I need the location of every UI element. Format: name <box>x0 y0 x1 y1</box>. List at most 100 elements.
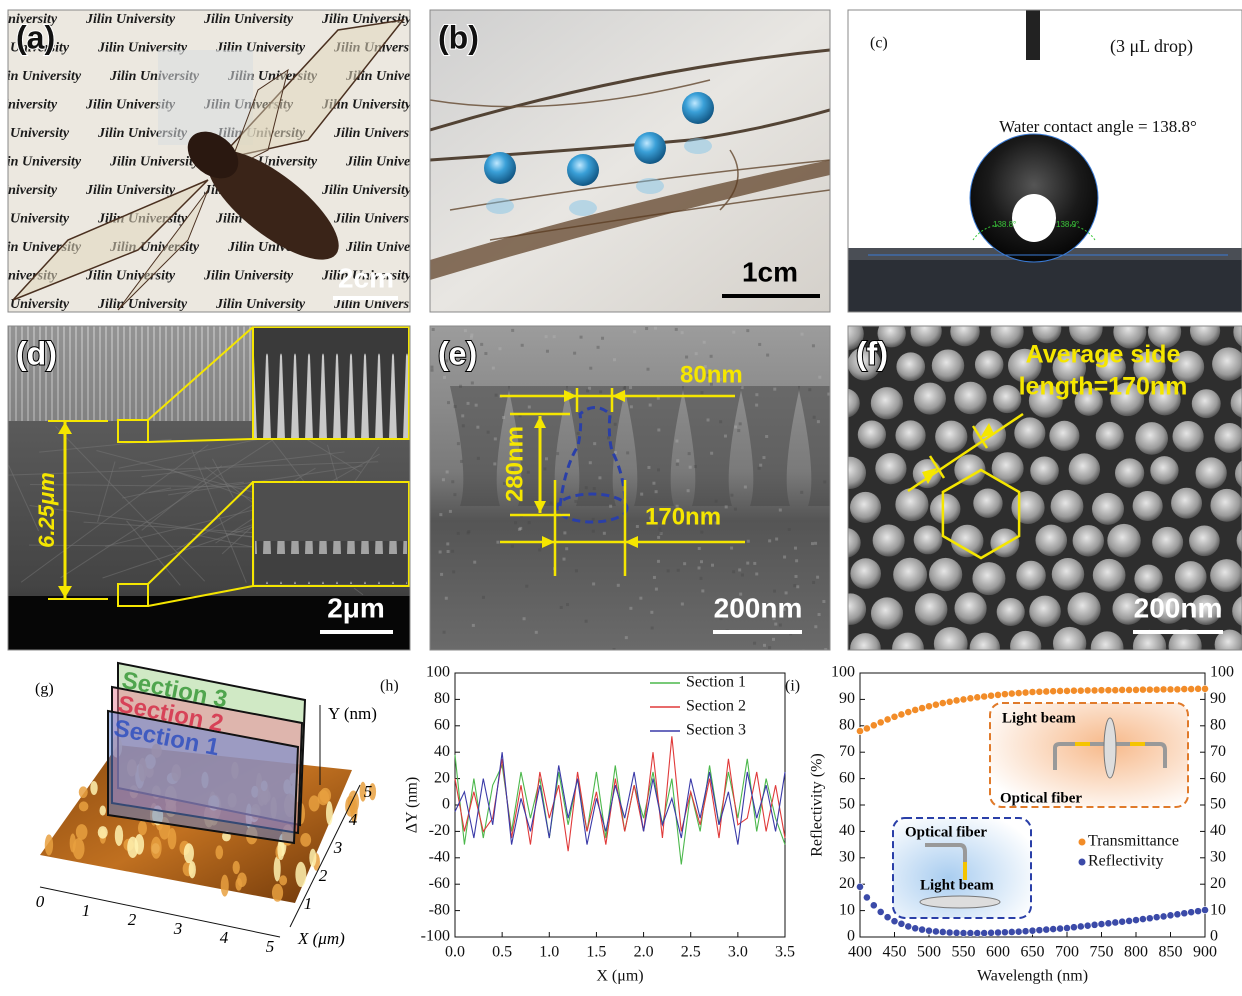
afm-peak <box>151 837 162 859</box>
y-axis-label: Reflectivity (%) <box>809 753 826 857</box>
y-tick-label: 4 <box>349 810 358 829</box>
afm-peak <box>79 801 89 811</box>
reflection <box>636 178 664 194</box>
noise <box>766 354 769 357</box>
y2-tick-label: 30 <box>1210 848 1226 865</box>
legend-label: Section 3 <box>686 722 746 739</box>
data-point <box>1036 927 1043 934</box>
noise <box>808 388 811 391</box>
dimension-label: 170nm <box>645 503 721 530</box>
noise <box>676 459 679 462</box>
nanopillar <box>972 562 1005 595</box>
x-tick-label: 800 <box>1124 944 1148 961</box>
y-tick-label: 80 <box>839 716 855 733</box>
data-point <box>1132 686 1139 693</box>
panel-label: (c) <box>870 35 888 52</box>
noise <box>563 558 566 561</box>
data-point <box>891 918 898 925</box>
noise <box>755 572 758 575</box>
noise <box>695 352 698 355</box>
data-point <box>919 705 926 712</box>
y-tick-label: 10 <box>839 901 855 918</box>
noise <box>443 631 446 634</box>
nanopillar <box>973 489 1002 518</box>
noise <box>768 646 771 649</box>
noise <box>457 442 460 445</box>
data-point <box>967 695 974 702</box>
data-point <box>1105 687 1112 694</box>
noise <box>688 452 691 455</box>
noise <box>482 596 485 599</box>
afm-peak <box>272 884 283 902</box>
noise <box>601 337 604 340</box>
data-point <box>1008 690 1015 697</box>
noise <box>588 387 591 390</box>
nanopillar <box>1035 525 1067 557</box>
x-tick-label: 1.5 <box>586 944 606 961</box>
nanopillar <box>1016 561 1046 591</box>
afm-peak <box>295 862 306 887</box>
zoom-inset <box>253 327 409 439</box>
nanopillar <box>1175 561 1207 593</box>
data-point <box>1139 686 1146 693</box>
data-point <box>1063 687 1070 694</box>
afm-peak <box>189 861 196 878</box>
legend-swatch <box>1079 859 1086 866</box>
panel-label: (h) <box>380 678 399 695</box>
background-text: Jilin University <box>215 297 306 312</box>
noise <box>525 585 528 588</box>
nanopillar <box>830 388 859 417</box>
panel-label: (d) <box>16 335 57 371</box>
data-point <box>946 929 953 936</box>
noise <box>645 327 648 330</box>
x-tick-label: 900 <box>1193 944 1217 961</box>
data-point <box>1084 687 1091 694</box>
nanopillar <box>1169 629 1202 662</box>
data-point <box>891 713 898 720</box>
nanopillar <box>1049 421 1079 451</box>
x-tick-label: 450 <box>883 944 907 961</box>
y2-tick-label: 10 <box>1210 901 1226 918</box>
noise <box>703 341 706 344</box>
x-tick-label: 0.5 <box>492 944 512 961</box>
nanopillar <box>1135 422 1168 455</box>
reflection <box>684 138 712 154</box>
noise <box>467 402 470 405</box>
data-point <box>1160 913 1167 920</box>
annotation: length=170nm <box>1019 373 1188 401</box>
noise <box>659 532 662 535</box>
data-point <box>1132 917 1139 924</box>
data-point <box>898 711 905 718</box>
afm-peak <box>127 837 138 858</box>
afm-peak <box>76 824 88 840</box>
data-point <box>946 698 953 705</box>
noise <box>528 406 531 409</box>
noise <box>730 494 733 497</box>
data-point <box>1174 686 1181 693</box>
afm-peak <box>309 849 316 867</box>
y-tick-label: -60 <box>429 875 450 892</box>
noise <box>439 550 442 553</box>
noise <box>623 387 626 390</box>
data-point <box>981 693 988 700</box>
noise <box>523 617 526 620</box>
noise <box>477 457 480 460</box>
noise <box>592 518 595 521</box>
noise <box>796 585 799 588</box>
noise <box>694 465 697 468</box>
x-tick-label: 850 <box>1159 944 1183 961</box>
data-point <box>1181 686 1188 693</box>
drop-volume: (3 μL drop) <box>1110 36 1193 57</box>
nanopillar <box>954 592 986 624</box>
noise <box>585 620 588 623</box>
data-point <box>1029 927 1036 934</box>
noise <box>700 577 703 580</box>
noise <box>560 606 563 609</box>
x-tick-label: 1.0 <box>539 944 559 961</box>
noise <box>528 521 531 524</box>
noise <box>759 464 762 467</box>
noise <box>521 344 524 347</box>
noise <box>724 435 727 438</box>
y-tick-label: 100 <box>831 664 855 681</box>
